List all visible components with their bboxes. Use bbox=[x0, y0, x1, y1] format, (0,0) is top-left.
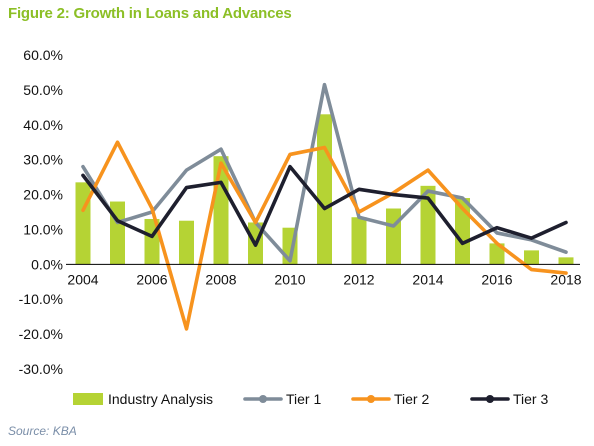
y-axis-tick-labels: -30.0% -20.0% -10.0% 0.0% 10.0% 20.0% 30.0% 40.… bbox=[19, 47, 63, 377]
y-tick-label: 30.0% bbox=[23, 152, 63, 168]
x-axis-tick-labels: 2004 2006 2008 2010 2012 2014 2016 2018 bbox=[67, 271, 581, 287]
legend-marker-tier-2 bbox=[367, 395, 375, 403]
line-tier-3 bbox=[81, 164, 568, 247]
bar-2004 bbox=[75, 182, 91, 265]
bar-2017 bbox=[524, 250, 539, 265]
legend-swatch-industry-analysis bbox=[73, 393, 103, 405]
y-tick-label: 0.0% bbox=[31, 256, 63, 272]
y-tick-label: -10.0% bbox=[19, 291, 63, 307]
bar-2007 bbox=[179, 220, 194, 265]
x-tick-label: 2010 bbox=[274, 271, 305, 287]
legend-label-tier-3: Tier 3 bbox=[513, 391, 548, 407]
tier-lines bbox=[81, 82, 568, 331]
x-tick-label: 2004 bbox=[67, 271, 98, 287]
y-tick-label: -20.0% bbox=[19, 326, 63, 342]
source-note: Source: KBA bbox=[8, 424, 77, 438]
y-tick-label: 50.0% bbox=[23, 82, 63, 98]
line-tier-1 bbox=[81, 82, 568, 263]
x-tick-label: 2006 bbox=[136, 271, 167, 287]
legend-label-tier-1: Tier 1 bbox=[286, 391, 321, 407]
y-tick-label: 10.0% bbox=[23, 221, 63, 237]
legend-marker-tier-3 bbox=[486, 395, 494, 403]
legend-marker-tier-1 bbox=[259, 395, 267, 403]
x-tick-label: 2014 bbox=[412, 271, 443, 287]
figure-title: Figure 2: Growth in Loans and Advances bbox=[8, 5, 292, 22]
bar-2016 bbox=[489, 243, 505, 265]
y-tick-label: 20.0% bbox=[23, 187, 63, 203]
bar-2012 bbox=[351, 217, 367, 265]
bar-2011 bbox=[317, 114, 332, 265]
x-tick-label: 2008 bbox=[205, 271, 236, 287]
y-tick-label: 40.0% bbox=[23, 117, 63, 133]
bar-2018 bbox=[558, 257, 574, 265]
legend-label-tier-2: Tier 2 bbox=[394, 391, 429, 407]
industry-bars bbox=[75, 114, 574, 265]
x-tick-label: 2018 bbox=[550, 271, 581, 287]
bar-2013 bbox=[386, 208, 401, 265]
legend-label-industry-analysis: Industry Analysis bbox=[108, 391, 213, 407]
y-tick-label: -30.0% bbox=[19, 361, 63, 377]
y-tick-label: 60.0% bbox=[23, 47, 63, 63]
x-tick-label: 2016 bbox=[481, 271, 512, 287]
x-tick-label: 2012 bbox=[343, 271, 374, 287]
chart-legend: Industry Analysis Tier 1 Tier 2 Tier 3 bbox=[73, 391, 548, 407]
